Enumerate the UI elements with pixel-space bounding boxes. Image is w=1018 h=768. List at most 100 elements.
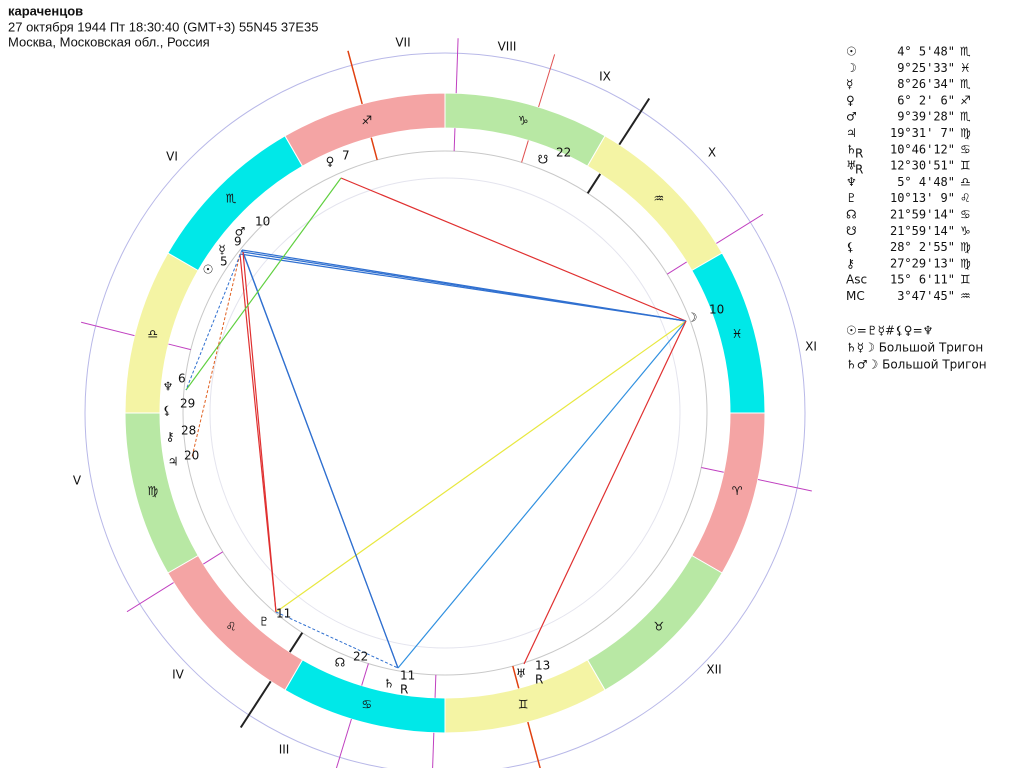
aspect-line [242,251,399,669]
table-position: 27°29'13" [890,256,955,270]
planet-glyph: ♃ [168,455,179,469]
table-position: 9°25'33" [897,61,955,75]
zodiac-segment [691,412,766,574]
table-retro: R [855,163,863,177]
zodiac-glyph: ♎ [147,327,158,341]
planet-degree: 5 [220,255,228,269]
aspect-note: ☉=♇☿#⚸♀=♆ [846,324,933,338]
table-position: 6° 2' 6" [897,93,955,107]
house-cusp [512,665,520,689]
aspect-line [185,177,342,391]
planet-degree: 28 [181,424,196,438]
table-sign: ♓ [960,61,971,75]
house-label: VI [166,150,178,164]
aspect-line [275,320,687,613]
zodiac-glyph: ♌ [226,619,237,633]
planet-degree: 22 [556,146,571,160]
aspect-line [397,320,687,669]
table-position: 4° 5'48" [897,45,955,59]
table-glyph: ⚷ [846,256,855,270]
inner-circle [209,177,681,649]
house-label: V [73,474,82,488]
table-sign: ♏ [960,110,971,124]
table-sign: ♌ [960,191,971,205]
table-position: 28° 2'55" [890,240,955,254]
planet-degree: 11 [400,669,415,683]
table-glyph: MC [846,289,865,303]
table-position: 12°30'51" [890,159,955,173]
planet-glyph: ☊ [335,656,346,670]
table-glyph: ⚸ [846,240,855,254]
aspect-line [340,177,687,322]
house-cusp [432,732,435,768]
house-cusp [361,663,369,686]
planet-glyph: ☉ [203,263,214,277]
house-cusp [701,466,724,473]
table-glyph: ♅ [846,159,857,173]
table-sign: ♍ [960,256,971,270]
zodiac-glyph: ♓ [732,327,743,341]
zodiac-segment [284,659,446,734]
planet-degree: 10 [709,303,724,317]
house-label: VIII [498,40,517,54]
zodiac-glyph: ♏ [226,192,237,206]
planet-degree: 9 [234,235,242,249]
table-glyph: ♃ [846,126,857,140]
planet-glyph: ☿ [218,243,225,257]
aspect-line [523,320,687,665]
zodiac-glyph: ♑ [518,113,529,127]
table-sign: ♒ [960,289,971,303]
house-cusp [81,321,135,337]
planet-degree: 22 [353,650,368,664]
house-cusp [335,718,352,768]
zodiac-glyph: ♈ [732,484,743,498]
house-cusp [203,551,224,565]
aspect-line-minor [275,611,399,669]
zodiac-glyph: ♐ [361,113,372,127]
house-label: IV [172,668,185,682]
table-sign: ♐ [960,93,971,107]
table-sign: ♑ [960,224,971,238]
zodiac-glyph: ♋ [361,698,372,712]
table-position: 21°59'14" [890,224,955,238]
planet-glyph: ♀ [326,155,335,169]
table-position: 5° 4'48" [897,175,955,189]
aspect-note: ♄♂☽ Большой Тригон [846,358,987,372]
table-sign: ♎ [960,175,971,189]
house-cusp [757,479,812,492]
zodiac-segment [691,252,766,414]
table-glyph: ♀ [846,93,855,107]
table-position: 8°26'34" [897,77,955,91]
house-cusp [370,137,378,161]
house-label: XI [805,340,817,354]
planet-glyph: ☋ [538,153,549,167]
aspect-line [242,251,277,613]
house-label: VII [395,36,410,50]
house-label: III [279,743,290,757]
house-cusp [538,54,556,108]
planet-retro: R [535,673,543,687]
planet-degree: 20 [184,449,199,463]
house-cusp [666,261,687,275]
aspect-line-minor [191,253,241,458]
table-sign: ♏ [960,45,971,59]
planet-glyph: ♄ [384,677,395,691]
table-glyph: ☊ [846,208,857,222]
aspect-note: ♄☿☽ Большой Тригон [846,341,983,355]
chart-datetime: 27 октября 1944 Пт 18:30:40 (GMT+3) 55N4… [8,19,318,34]
table-position: 10°13' 9" [890,191,955,205]
house-cusp [347,50,363,105]
table-glyph: ☉ [846,45,857,59]
table-sign: ♊ [960,159,971,173]
planet-degree: 11 [276,607,291,621]
table-glyph: ☿ [846,77,853,91]
table-position: 21°59'14" [890,208,955,222]
table-sign: ♊ [960,273,971,287]
planet-glyph: ♇ [259,615,270,629]
planet-degree: 13 [535,659,550,673]
table-glyph: ♂ [846,110,857,124]
house-label: IX [599,70,611,84]
table-sign: ♏ [960,77,971,91]
table-sign: ♋ [960,142,971,156]
